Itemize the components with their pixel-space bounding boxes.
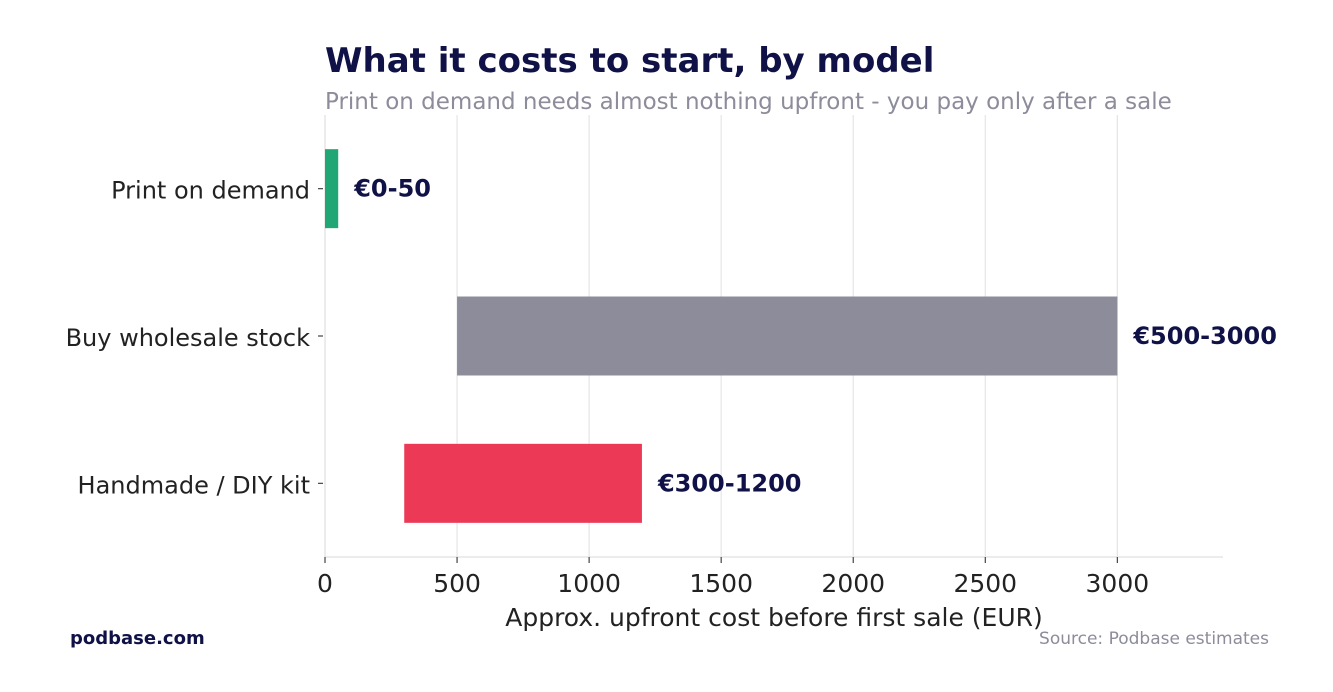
bars: €0-50 €500-3000 €300-1200 — [325, 149, 1277, 523]
chart-subtitle: Print on demand needs almost nothing upf… — [325, 89, 1172, 115]
category-labels: Print on demand Buy wholesale stock Handma… — [66, 177, 323, 499]
brand-label: podbase.com — [70, 628, 205, 649]
x-tick-label: 0 — [317, 569, 333, 598]
x-axis-ticks: 0 500 1000 1500 2000 2500 3000 — [317, 557, 1149, 598]
x-tick-label: 500 — [433, 569, 481, 598]
bar — [325, 149, 339, 229]
bar-value-label: €500-3000 — [1132, 322, 1277, 350]
x-axis-label: Approx. upfront cost before first sale (… — [505, 603, 1043, 632]
chart-title: What it costs to start, by model — [325, 41, 934, 81]
bar-value-label: €0-50 — [353, 175, 431, 203]
x-tick-label: 1000 — [557, 569, 621, 598]
x-tick-label: 2500 — [953, 569, 1017, 598]
bar-value-label: €300-1200 — [657, 469, 802, 497]
category-label: Buy wholesale stock — [66, 324, 311, 352]
bar — [404, 443, 642, 523]
category-label: Print on demand — [111, 177, 310, 205]
bar — [457, 296, 1118, 376]
category-label: Handmade / DIY kit — [78, 471, 310, 499]
source-note: Source: Podbase estimates — [1039, 629, 1269, 649]
x-tick-label: 1500 — [689, 569, 753, 598]
x-tick-label: 3000 — [1086, 569, 1150, 598]
x-tick-label: 2000 — [821, 569, 885, 598]
